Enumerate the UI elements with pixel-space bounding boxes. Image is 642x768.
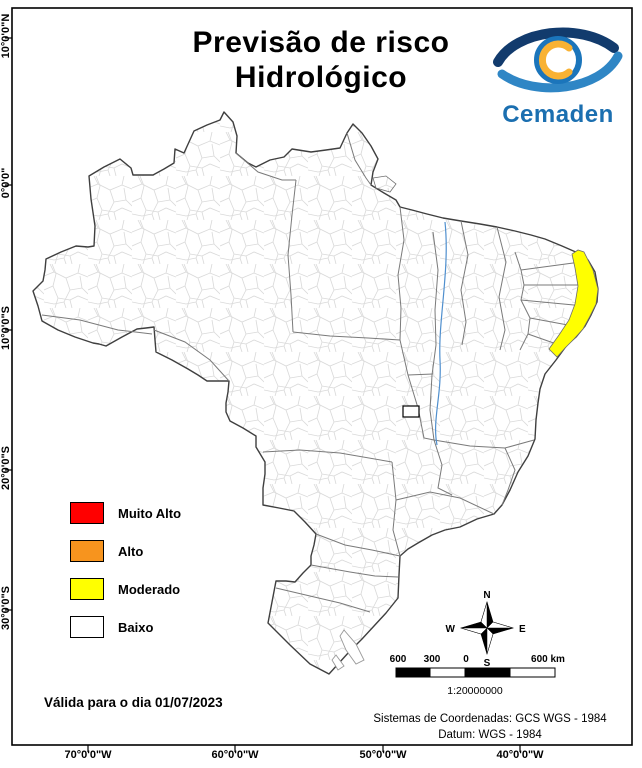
cemaden-eye-icon [493,27,623,93]
compass-star-white [460,601,514,655]
lon-label-50w: 50°0'0"W [359,749,407,761]
map-frame [11,7,633,746]
scale-segment-1 [396,668,430,677]
legend-row-alto: Alto [70,540,181,562]
legend-row-baixo: Baixo [70,616,181,638]
risk-legend: Muito Alto Alto Moderado Baixo [70,502,181,654]
compass-west-label: W [446,624,456,635]
scale-label-600-left: 600 [390,654,407,665]
legend-row-moderado: Moderado [70,578,181,600]
legend-row-muito-alto: Muito Alto [70,502,181,524]
legend-swatch-muito-alto [70,502,104,524]
legend-swatch-moderado [70,578,104,600]
page-title-line2: Hidrológico [234,60,408,94]
marajo-island [372,175,397,193]
legend-label-baixo: Baixo [118,619,154,635]
lat-label-30s: 30°0'0"S [0,585,12,631]
scale-label-300: 300 [424,654,441,665]
scale-ratio-label: 1:20000000 [447,685,503,697]
validity-date-text: Válida para o dia 01/07/2023 [44,695,223,710]
compass-south-label: S [484,658,491,669]
brazil-outline [32,111,599,675]
lat-label-20s: 20°0'0"S [0,445,12,491]
page-title-line1: Previsão de risco [192,26,450,59]
scale-segment-4 [509,667,556,678]
page-title: Previsão de risco Hidrológico [0,26,642,95]
compass-north-label: N [483,590,490,601]
scale-label-0: 0 [463,654,469,665]
legend-label-muito-alto: Muito Alto [118,505,182,521]
lagoon-shapes [331,629,365,671]
lon-label-40w: 40°0'0"W [496,749,544,761]
federal-district-marker [402,405,420,418]
legend-label-moderado: Moderado [118,581,181,597]
cemaden-logo: Cemaden [486,20,630,129]
cemaden-logo-text: Cemaden [502,101,614,128]
coordinate-system-info: Sistemas de Coordenadas: GCS WGS - 1984 … [352,712,628,743]
lat-label-10s: 10°0'0"S [0,305,12,351]
datum-line: Datum: WGS - 1984 [438,728,542,741]
axis-ticks [5,37,521,752]
scale-segment-3 [465,668,510,677]
lat-label-10n: 10°0'0"N [0,13,12,59]
scale-outline [395,667,556,678]
lat-label-0: 0°0'0" [0,167,12,199]
scale-label-600km: 600 km [531,654,565,665]
moderate-risk-region [548,249,599,358]
compass-rose: N S W E [446,590,526,669]
compass-east-label: E [519,624,526,635]
lon-label-70w: 70°0'0"W [64,749,112,761]
scale-bar: 600 300 0 600 km 1:20000000 [390,654,565,697]
legend-swatch-alto [70,540,104,562]
coordinate-system-line: Sistemas de Coordenadas: GCS WGS - 1984 [373,713,607,725]
lon-label-60w: 60°0'0"W [211,749,259,761]
river-line [434,221,447,446]
scale-segment-2 [429,667,466,678]
legend-label-alto: Alto [118,543,144,559]
legend-swatch-baixo [70,616,104,638]
